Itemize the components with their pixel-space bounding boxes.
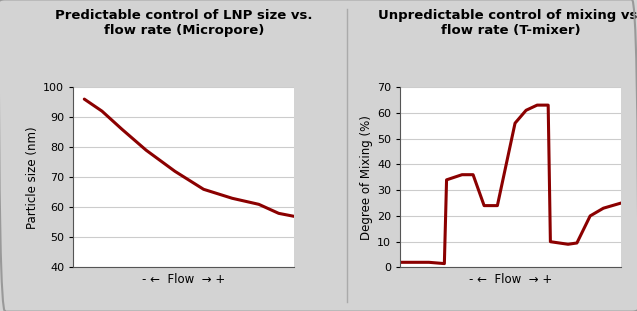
Y-axis label: Particle size (nm): Particle size (nm) xyxy=(26,126,39,229)
Text: Predictable control of LNP size vs.
flow rate (Micropore): Predictable control of LNP size vs. flow… xyxy=(55,9,313,37)
Text: Unpredictable control of mixing vs.
flow rate (T-mixer): Unpredictable control of mixing vs. flow… xyxy=(378,9,637,37)
X-axis label: - ←  Flow  → +: - ← Flow → + xyxy=(469,273,552,286)
X-axis label: - ←  Flow  → +: - ← Flow → + xyxy=(142,273,225,286)
Y-axis label: Degree of Mixing (%): Degree of Mixing (%) xyxy=(360,115,373,240)
